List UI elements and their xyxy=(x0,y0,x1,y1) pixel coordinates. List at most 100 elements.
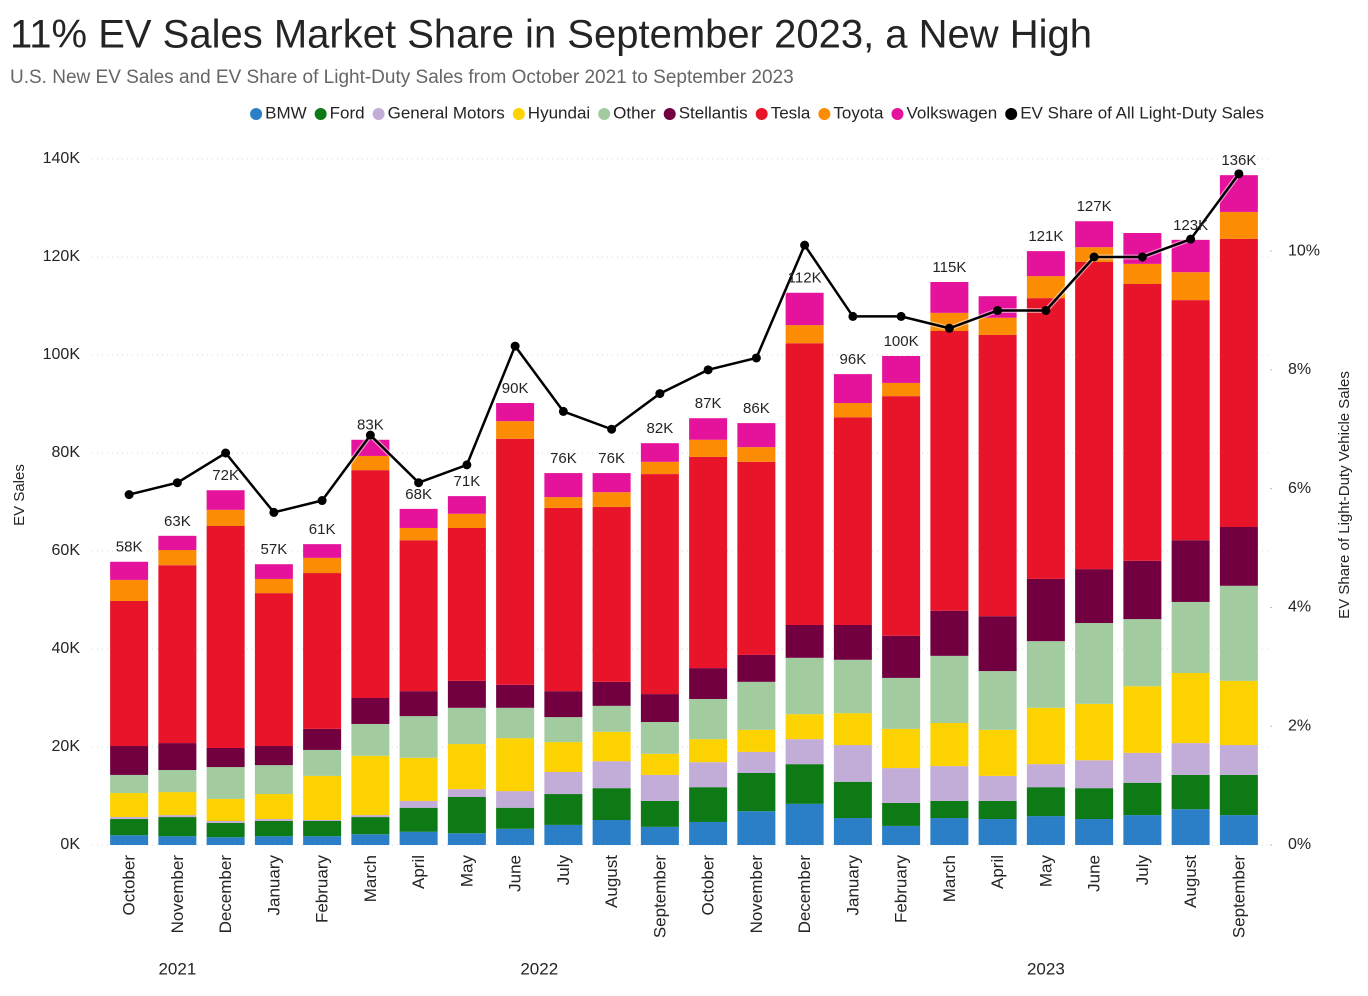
bar-segment xyxy=(1171,601,1210,674)
bar-segment xyxy=(1171,540,1210,602)
bar-segment xyxy=(592,506,631,682)
bar-segment xyxy=(447,527,486,681)
bar-segment xyxy=(737,461,776,655)
x-tick-label: February xyxy=(892,855,911,924)
x-tick-label: October xyxy=(699,855,718,916)
legend-label: Ford xyxy=(330,103,365,122)
bar-segment xyxy=(592,788,631,821)
bar-segment xyxy=(303,820,342,837)
bar-segment xyxy=(1123,782,1162,816)
bar-segment xyxy=(447,833,486,845)
bar-segment xyxy=(737,729,776,752)
total-label: 121K xyxy=(1028,228,1063,245)
bar-segment xyxy=(833,745,872,782)
bar-segment xyxy=(833,403,872,418)
bar-segment xyxy=(1075,819,1114,845)
bar-segment xyxy=(1171,300,1210,541)
bar-segment xyxy=(1171,743,1210,775)
total-label: 115K xyxy=(932,259,966,276)
bar-segment xyxy=(1171,272,1210,301)
y-tick-label: 20K xyxy=(52,738,81,755)
bar-segment xyxy=(206,526,245,748)
bar-segment xyxy=(1123,619,1162,687)
bar-segment xyxy=(1123,263,1162,284)
line-point xyxy=(703,365,713,375)
total-label: 87K xyxy=(695,395,722,412)
bar-segment xyxy=(640,826,679,845)
total-label: 58K xyxy=(116,539,143,556)
bar-segment xyxy=(978,671,1017,730)
bar-segment xyxy=(640,774,679,801)
bar-segment xyxy=(206,747,245,768)
line-point xyxy=(993,305,1003,315)
line xyxy=(128,173,1240,514)
bar-segment xyxy=(447,707,486,745)
bar-segment xyxy=(1026,578,1065,642)
legend-label: General Motors xyxy=(388,103,505,122)
bar-segment xyxy=(544,497,583,508)
x-tick-label: May xyxy=(1036,855,1055,888)
line-point xyxy=(510,341,520,351)
bar-segment xyxy=(882,382,921,397)
bar-segment xyxy=(496,828,535,845)
bar-segment xyxy=(930,800,969,819)
bar-segment xyxy=(158,770,197,793)
legend-item: Toyota xyxy=(818,103,884,122)
bar-segment xyxy=(592,681,631,706)
bar-segment xyxy=(978,800,1017,820)
bar-segment xyxy=(351,723,390,756)
bar-segment xyxy=(158,836,197,845)
bar-segment xyxy=(303,775,342,821)
bar-segment xyxy=(544,507,583,692)
bar-segment xyxy=(737,423,776,448)
x-tick-label: December xyxy=(795,855,814,934)
bar-segment xyxy=(689,739,728,763)
bar-segment xyxy=(785,624,824,658)
total-label: 127K xyxy=(1077,198,1112,215)
bar-segment xyxy=(1171,774,1210,810)
legend-marker xyxy=(250,108,263,120)
bar-segment xyxy=(303,820,342,821)
bar-segment xyxy=(158,817,197,837)
bar-segment xyxy=(254,564,293,579)
y-tick-label: 80K xyxy=(52,444,81,461)
bar-segment xyxy=(592,731,631,762)
total-label: 82K xyxy=(647,420,674,437)
bar-segment xyxy=(882,635,921,678)
legend-marker xyxy=(314,108,327,120)
y2-tick-label: 8% xyxy=(1288,361,1311,378)
bar-segment xyxy=(833,624,872,660)
bar-segment xyxy=(785,292,824,326)
bar-segment xyxy=(640,443,679,462)
bar-segment xyxy=(158,815,197,818)
bar-segment xyxy=(930,818,969,845)
x-tick-label: June xyxy=(506,855,525,892)
legend-label: Tesla xyxy=(771,103,811,122)
bar-segment xyxy=(254,746,293,766)
bar-segment xyxy=(930,722,969,767)
legend-item: EV Share of All Light-Duty Sales xyxy=(1005,103,1264,122)
bar-segment xyxy=(206,837,245,845)
legend-item: BMW xyxy=(250,103,307,122)
bar-segment xyxy=(544,473,583,498)
bar-segment xyxy=(447,796,486,834)
x-tick-label: September xyxy=(650,855,669,938)
bar-segment xyxy=(689,668,728,699)
bar-segment xyxy=(785,325,824,344)
bar-segment xyxy=(737,811,776,845)
legend-marker xyxy=(598,108,611,120)
bar-segment xyxy=(640,753,679,775)
bar-segment xyxy=(544,717,583,743)
bar-segment xyxy=(351,755,390,816)
bar-segment xyxy=(496,403,535,422)
y-tick-label: 140K xyxy=(43,150,81,167)
year-label: 2021 xyxy=(158,959,196,978)
bar-segment xyxy=(689,439,728,457)
bar-segment xyxy=(1123,815,1162,845)
bar-segment xyxy=(882,768,921,803)
chart-subtitle: U.S. New EV Sales and EV Share of Light-… xyxy=(10,67,794,88)
bar-segment xyxy=(496,684,535,708)
bar-segment xyxy=(399,800,438,808)
bar-segment xyxy=(496,738,535,792)
bar-segment xyxy=(496,421,535,439)
